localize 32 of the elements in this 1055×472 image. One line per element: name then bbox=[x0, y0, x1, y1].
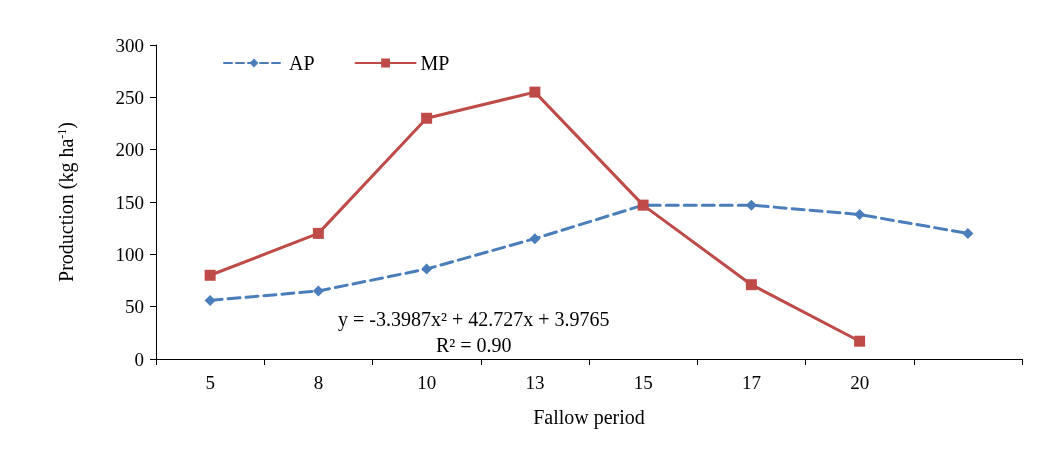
y-tick-label: 250 bbox=[115, 86, 144, 108]
point bbox=[529, 86, 541, 98]
legend-label: MP bbox=[420, 52, 450, 74]
x-tick-label: 5 bbox=[205, 372, 215, 393]
y-tick-label: 150 bbox=[115, 191, 144, 213]
y-axis-title: Production (kg ha-1) bbox=[55, 122, 78, 282]
point bbox=[312, 227, 324, 239]
x-tick-label: 8 bbox=[313, 372, 324, 393]
y-tick-label: 300 bbox=[115, 34, 144, 56]
point bbox=[529, 233, 541, 245]
y-tick-label: 50 bbox=[125, 296, 144, 318]
point bbox=[962, 227, 974, 239]
point bbox=[745, 279, 757, 291]
x-tick-label: 20 bbox=[850, 372, 870, 393]
point bbox=[204, 269, 216, 281]
y-tick-label: 0 bbox=[134, 348, 144, 370]
y-tick-label: 100 bbox=[115, 243, 144, 265]
x-tick-label: 10 bbox=[417, 372, 437, 393]
point bbox=[854, 335, 866, 347]
legend-label: AP bbox=[289, 52, 315, 74]
point bbox=[854, 209, 866, 221]
annotation: y = -3.3987x² + 42.727x + 3.9765 bbox=[338, 308, 610, 331]
point bbox=[312, 285, 324, 297]
point bbox=[204, 294, 216, 306]
x-tick-label: 13 bbox=[525, 372, 545, 393]
x-tick-label: 17 bbox=[741, 372, 761, 393]
point bbox=[421, 263, 433, 275]
x-axis-title: Fallow period bbox=[533, 406, 645, 429]
x-tick-label: 15 bbox=[633, 372, 653, 393]
annotation: R² = 0.90 bbox=[435, 334, 512, 356]
y-tick-label: 200 bbox=[115, 139, 144, 161]
point bbox=[421, 112, 433, 124]
